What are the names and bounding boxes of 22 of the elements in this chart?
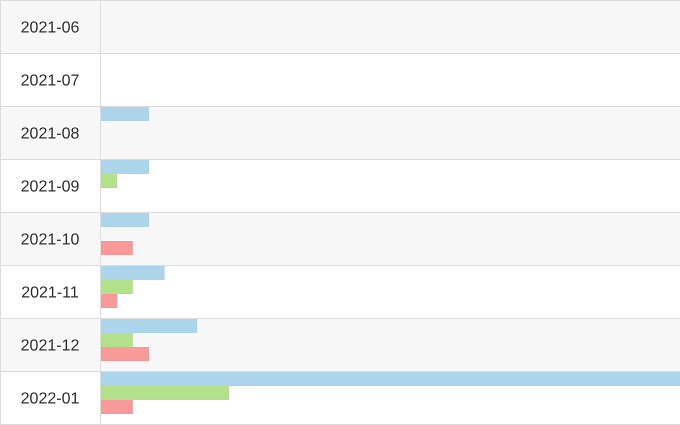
bar: [101, 372, 680, 386]
y-tick-label: 2021-06: [20, 20, 80, 36]
bar: [101, 266, 165, 280]
y-tick-label: 2021-08: [20, 126, 80, 142]
y-tick-label: 2021-10: [20, 232, 80, 248]
bar: [101, 213, 150, 227]
bar: [101, 400, 133, 414]
y-tick-label: 2021-07: [20, 72, 80, 90]
y-tick-label: 2021-09: [20, 178, 80, 196]
y-tick-label: 2021-11: [21, 284, 79, 302]
bar: [101, 294, 118, 308]
y-tick-label: 2022-01: [20, 390, 80, 408]
bar: [101, 241, 133, 255]
bar: [101, 386, 229, 400]
y-tick-label: 2021-12: [20, 338, 80, 354]
bar: [101, 174, 118, 188]
bar: [101, 107, 150, 121]
bar: [101, 160, 150, 174]
bar: [101, 333, 133, 347]
bar: [101, 319, 198, 333]
bar: [101, 280, 133, 294]
bar: [101, 347, 150, 361]
